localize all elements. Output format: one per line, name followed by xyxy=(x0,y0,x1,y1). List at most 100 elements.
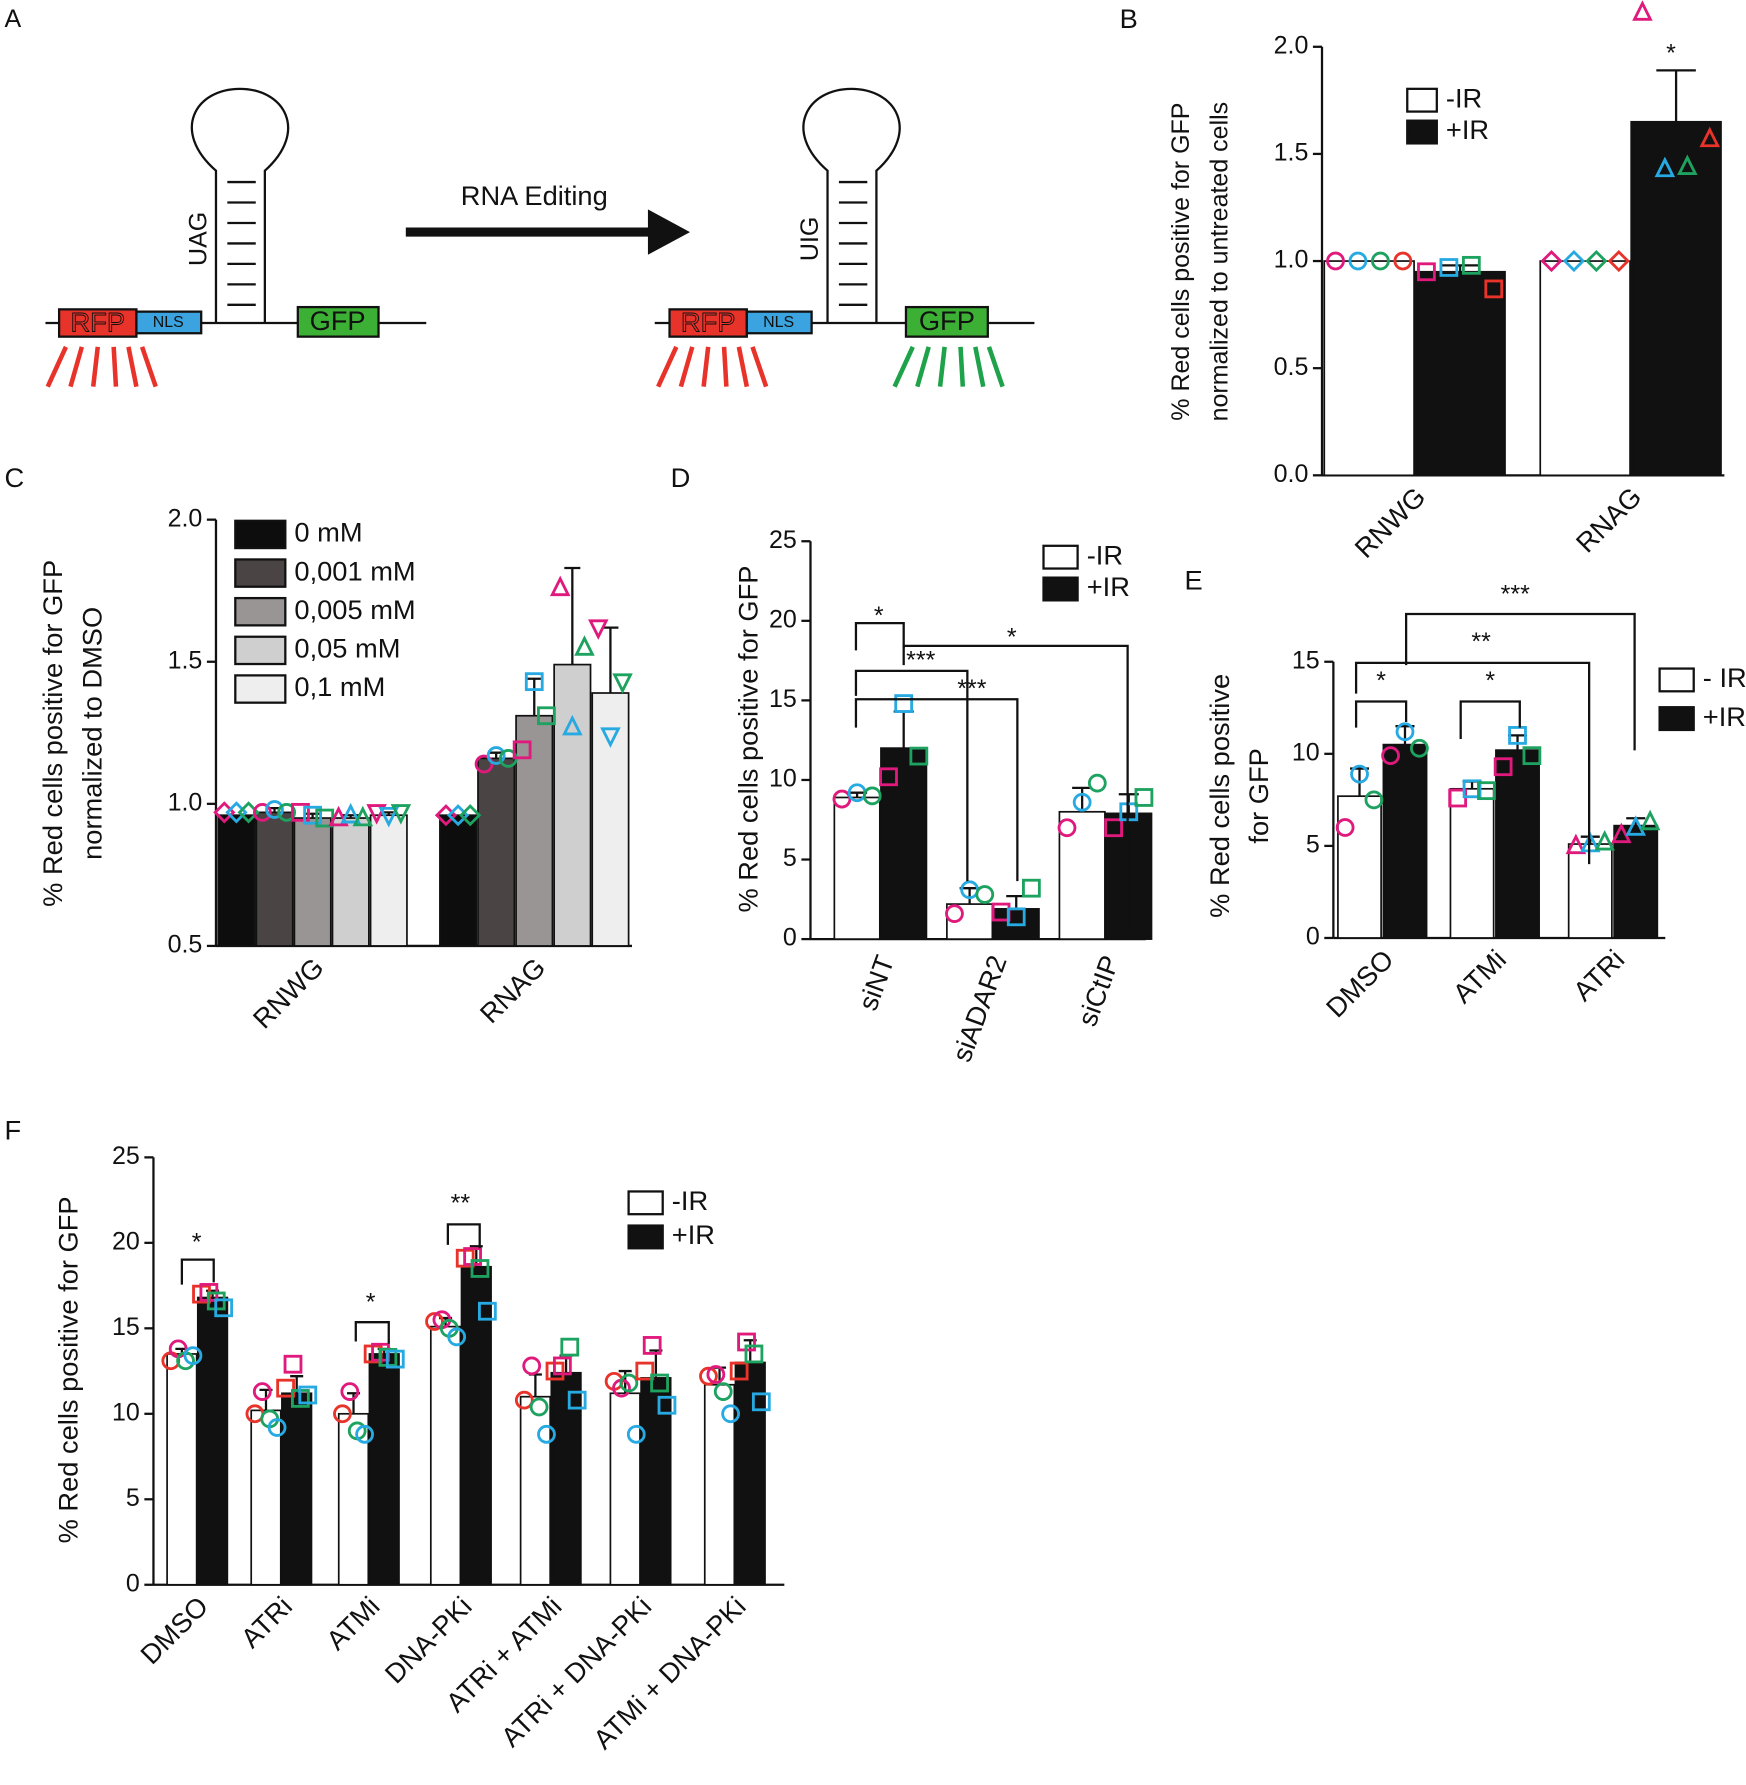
legend-label: -IR xyxy=(1087,539,1123,570)
arrow-head xyxy=(647,209,690,255)
nls-label: NLS xyxy=(763,314,794,331)
data-point xyxy=(1410,738,1429,758)
x-tick-label: RNWG xyxy=(1348,481,1431,564)
nls-box xyxy=(745,310,813,335)
data-point xyxy=(333,1404,352,1424)
x-tick-label: DMSO xyxy=(134,1590,214,1670)
error-bar xyxy=(1440,264,1480,272)
x-tick-label: siCtIP xyxy=(1071,951,1125,1030)
y-tick-label: 5 xyxy=(783,844,797,872)
panel-label: A xyxy=(5,5,22,33)
green-rays xyxy=(892,345,1005,388)
bar xyxy=(166,1353,198,1586)
y-tick-label: 1.0 xyxy=(1274,246,1309,274)
data-point xyxy=(1540,249,1563,273)
bar xyxy=(255,811,294,947)
data-point xyxy=(894,694,914,713)
data-point xyxy=(1439,258,1459,277)
data-point xyxy=(291,802,310,822)
data-point xyxy=(619,1373,639,1393)
bar xyxy=(331,817,370,947)
bar xyxy=(515,714,554,947)
significance-bracket xyxy=(354,1321,390,1344)
legend-swatch xyxy=(627,1224,664,1250)
gfp-label: GFP xyxy=(919,305,975,336)
y-axis-label: % Red cells positive for GFP xyxy=(1167,103,1195,421)
data-point xyxy=(486,746,506,765)
panel-label: D xyxy=(671,462,691,493)
data-point xyxy=(1364,790,1384,810)
data-point xyxy=(744,1344,764,1364)
data-point xyxy=(1654,156,1676,178)
data-point xyxy=(1134,788,1154,807)
data-point xyxy=(514,1390,534,1410)
data-point xyxy=(447,1327,467,1347)
data-point xyxy=(340,1382,360,1401)
data-point xyxy=(909,746,929,766)
y-tick-label: 15 xyxy=(112,1313,140,1341)
significance-label: *** xyxy=(906,646,935,674)
data-point xyxy=(1594,829,1615,851)
bar xyxy=(1414,270,1506,477)
data-point xyxy=(537,706,556,726)
legend-label: +IR xyxy=(1087,571,1130,602)
data-point xyxy=(1508,726,1527,745)
bar xyxy=(1382,743,1428,939)
data-point xyxy=(706,1365,726,1384)
data-point xyxy=(267,1418,287,1437)
data-point xyxy=(1087,773,1107,793)
legend-label: - IR xyxy=(1703,662,1746,693)
significance-bracket xyxy=(854,698,1019,882)
rfp-label: RFP xyxy=(70,306,125,337)
data-point xyxy=(328,805,349,827)
data-point xyxy=(567,1390,587,1410)
y-tick-label: 0.0 xyxy=(1274,460,1309,488)
data-point xyxy=(303,805,322,825)
x-tick-label: siNT xyxy=(852,951,900,1015)
x-tick-label: ATMi xyxy=(1447,944,1512,1009)
significance-label: ** xyxy=(451,1190,471,1218)
y-tick-label: 0 xyxy=(1306,923,1320,951)
significance-bracket xyxy=(854,621,905,651)
legend-swatch xyxy=(1042,576,1079,602)
legend-label: -IR xyxy=(672,1185,708,1216)
data-point xyxy=(699,1366,718,1386)
data-point xyxy=(522,1356,542,1376)
panel-label: E xyxy=(1184,564,1202,595)
stem-pairs xyxy=(227,180,256,306)
data-point xyxy=(1022,878,1041,898)
panel-label: F xyxy=(5,1115,22,1146)
significance-bracket xyxy=(446,1223,481,1249)
data-point xyxy=(650,1373,669,1393)
legend-swatch xyxy=(234,674,287,704)
error-bar xyxy=(528,1373,542,1397)
y-tick-label: 0.5 xyxy=(168,931,203,959)
bar xyxy=(1539,260,1631,477)
data-point xyxy=(751,1392,771,1412)
bar xyxy=(1613,824,1659,939)
bar xyxy=(640,1377,672,1586)
legend-swatch xyxy=(1658,706,1695,732)
data-point xyxy=(1350,764,1369,784)
data-point xyxy=(1104,818,1123,838)
data-point xyxy=(588,619,609,640)
bar xyxy=(833,796,881,940)
codon-label: UAG xyxy=(185,212,213,266)
legend-label: -IR xyxy=(1446,82,1482,113)
arrow-label: RNA Editing xyxy=(461,180,608,211)
significance-label: * xyxy=(1666,39,1676,67)
data-point xyxy=(1461,255,1481,275)
data-point xyxy=(945,904,964,924)
data-point xyxy=(355,1424,374,1444)
error-bar xyxy=(1656,69,1696,122)
bar xyxy=(250,1409,282,1586)
data-point xyxy=(512,740,532,760)
bar xyxy=(460,1265,492,1586)
legend-label: +IR xyxy=(1703,701,1746,732)
data-point xyxy=(214,1298,234,1318)
hairpin xyxy=(190,87,290,324)
gfp-label: GFP xyxy=(310,305,366,336)
data-point xyxy=(1006,907,1026,927)
x-tick-label: siADAR2 xyxy=(946,951,1013,1066)
significance-label: * xyxy=(192,1228,202,1256)
